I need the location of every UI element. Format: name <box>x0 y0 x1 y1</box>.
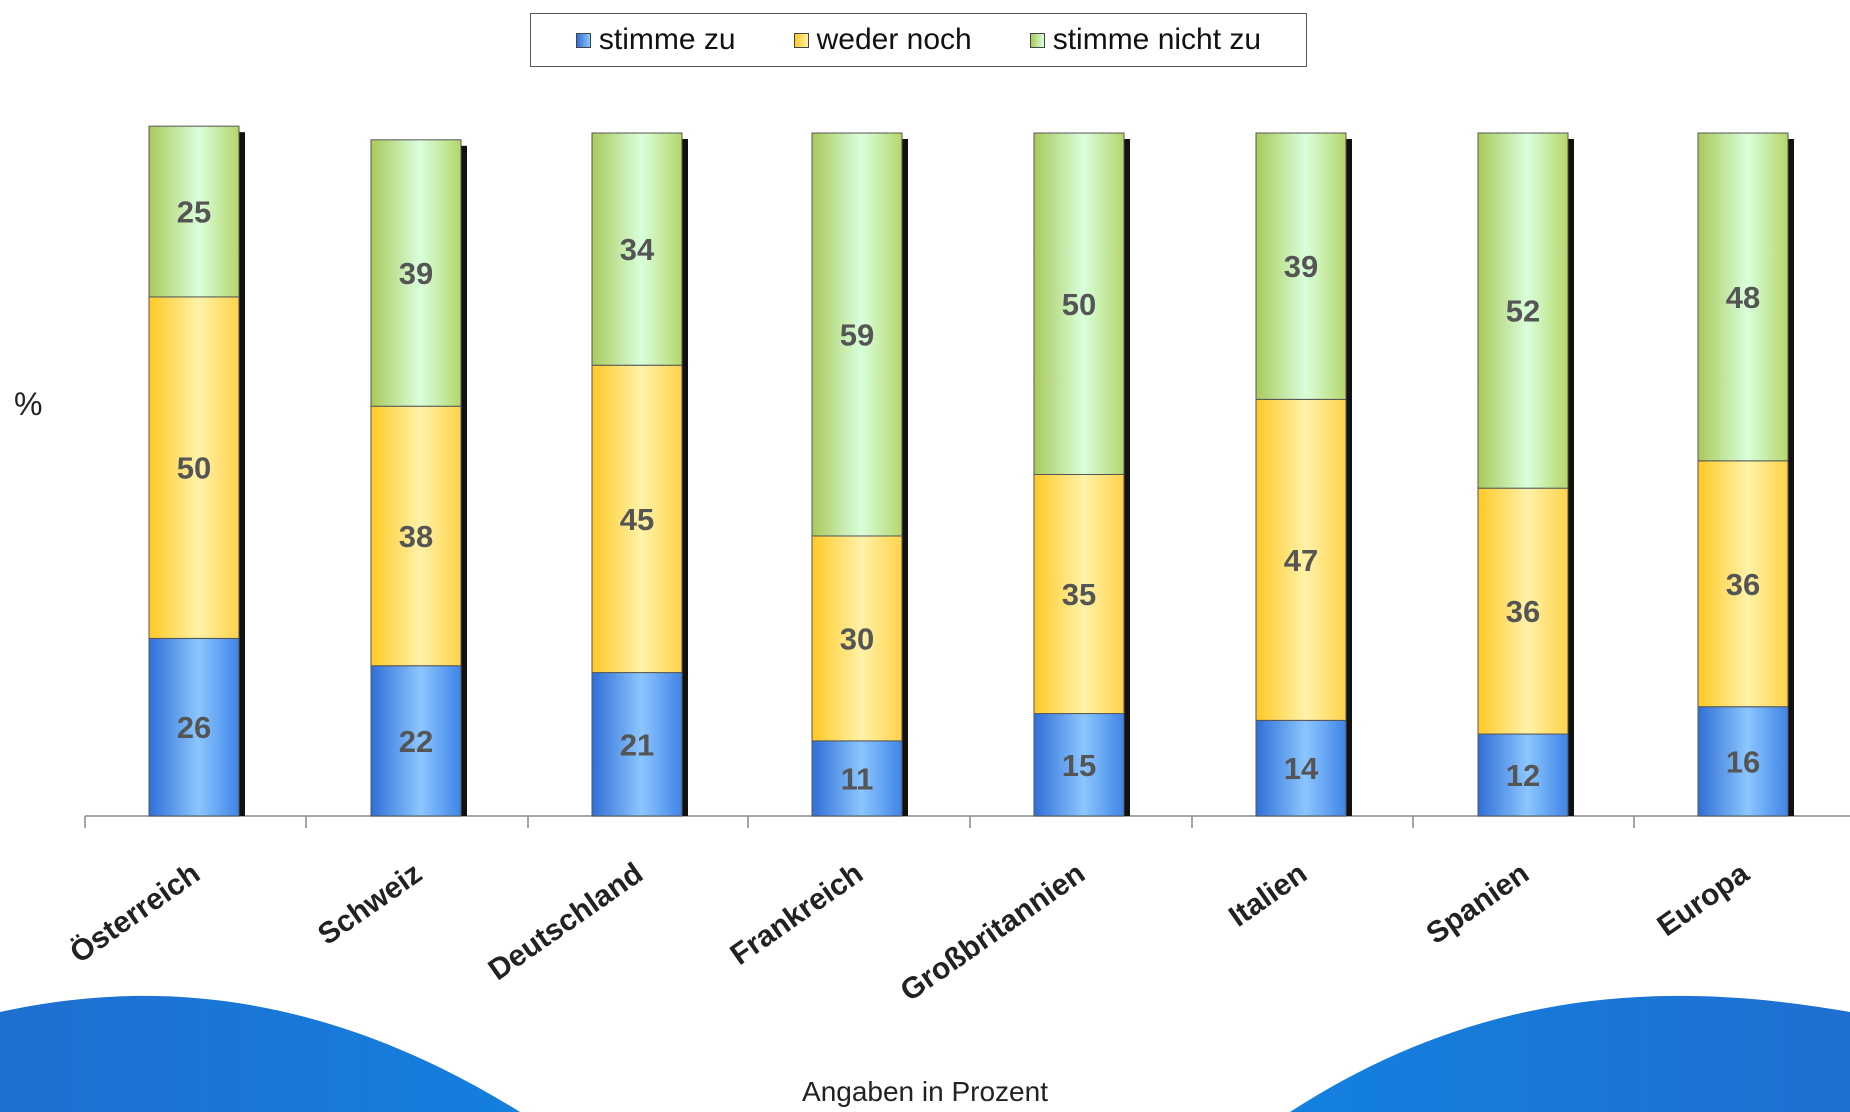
data-label: 45 <box>620 502 654 537</box>
data-label: 21 <box>620 727 654 762</box>
x-tick-label: Schweiz <box>312 857 428 952</box>
x-tick-label: Europa <box>1651 857 1755 943</box>
legend-label: stimme zu <box>598 23 736 56</box>
data-label: 36 <box>1726 567 1760 602</box>
bar-segment <box>591 132 683 366</box>
footer-note: Angaben in Prozent <box>802 1076 1048 1107</box>
bar-segment <box>1697 460 1789 708</box>
bar-segment <box>148 296 240 639</box>
x-tick-label: Großbritannien <box>895 857 1091 1008</box>
data-label: 47 <box>1284 543 1318 578</box>
bar-segment <box>370 405 462 667</box>
bar-segment <box>1033 474 1125 715</box>
data-label: 38 <box>399 519 433 554</box>
x-tick-label: Italien <box>1223 857 1313 934</box>
data-label: 14 <box>1284 751 1319 786</box>
legend-swatch-yellow <box>793 32 809 48</box>
data-label: 26 <box>177 710 211 745</box>
bar-segment <box>1255 132 1347 400</box>
bar-segment <box>1033 713 1125 817</box>
bar-segment <box>591 364 683 674</box>
legend-swatch-green <box>1029 32 1045 48</box>
bar-segment <box>1477 733 1569 817</box>
bar-segment <box>1255 398 1347 721</box>
bar-segment <box>148 125 240 298</box>
footer-wave <box>0 995 1850 1112</box>
data-label: 12 <box>1506 758 1540 793</box>
x-tick-label: Spanien <box>1420 857 1535 951</box>
legend-label: stimme nicht zu <box>1052 23 1262 56</box>
legend-swatch-blue <box>575 32 591 48</box>
legend-label: weder noch <box>816 23 972 56</box>
bar-segment <box>811 132 903 537</box>
legend: stimme zu weder noch stimme nicht zu <box>530 13 1307 67</box>
data-label: 25 <box>177 195 211 230</box>
data-label: 11 <box>841 761 874 796</box>
data-label: 39 <box>399 256 433 291</box>
legend-item-stimme-nicht-zu: stimme nicht zu <box>1029 23 1262 57</box>
data-label: 50 <box>177 451 211 486</box>
bar-segment <box>1033 132 1125 475</box>
data-label: 15 <box>1062 748 1096 783</box>
x-tick-label: Deutschland <box>483 857 649 987</box>
bar-segment <box>1697 706 1789 817</box>
bar-segment <box>1477 487 1569 735</box>
legend-item-stimme-zu: stimme zu <box>575 23 736 57</box>
bar-segment <box>591 672 683 817</box>
bar-segment <box>1477 132 1569 489</box>
bar-segment <box>370 139 462 407</box>
data-label: 22 <box>399 724 433 759</box>
data-label: 34 <box>620 232 655 267</box>
bar-segment <box>148 637 240 817</box>
data-label: 35 <box>1062 577 1096 612</box>
x-tick-label: Österreich <box>64 857 206 970</box>
data-label: 59 <box>840 317 874 352</box>
legend-item-weder-noch: weder noch <box>793 23 972 57</box>
data-label: 30 <box>840 621 874 656</box>
bar-segment <box>370 665 462 817</box>
data-label: 52 <box>1506 294 1540 329</box>
data-label: 16 <box>1726 744 1760 779</box>
x-tick-label: Frankreich <box>724 857 869 972</box>
bar-segment <box>1697 132 1789 462</box>
data-label: 48 <box>1726 280 1760 315</box>
data-label: 50 <box>1062 287 1096 322</box>
bar-segment <box>1255 719 1347 817</box>
bar-segment <box>811 535 903 742</box>
data-label: 39 <box>1284 249 1318 284</box>
data-label: 36 <box>1506 594 1540 629</box>
bar-segment <box>811 740 903 817</box>
y-axis-label: % <box>14 386 43 422</box>
